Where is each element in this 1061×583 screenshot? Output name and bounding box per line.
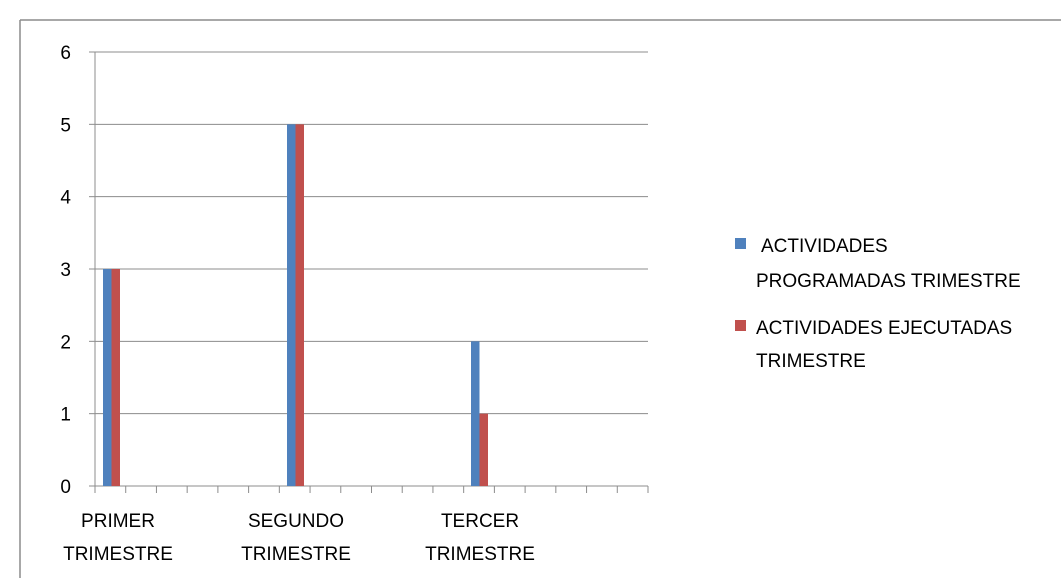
y-tick-label: 1 xyxy=(60,405,71,426)
x-category-label: PRIMER xyxy=(81,511,155,532)
y-tick-label: 0 xyxy=(60,477,71,498)
axis-labels: 0 1 2 3 4 5 6 PRIMER TRIMESTRE SEGUNDO TRIMESTRE TE… xyxy=(60,43,534,565)
x-category-label: TRIMESTRE xyxy=(425,544,535,565)
y-tick-label: 2 xyxy=(60,332,71,353)
axes xyxy=(89,51,649,493)
bars xyxy=(103,124,488,486)
y-tick-label: 5 xyxy=(60,115,71,136)
bar-series-1-3 xyxy=(471,341,480,486)
y-tick-label: 4 xyxy=(60,188,71,209)
bar-series-2-1 xyxy=(111,269,120,486)
legend-swatch-1 xyxy=(735,238,746,249)
legend-label-1: ACTIVIDADES xyxy=(761,236,888,257)
x-category-label: SEGUNDO xyxy=(248,511,344,532)
y-tick-label: 3 xyxy=(60,260,71,281)
bar-series-1-2 xyxy=(287,124,296,486)
y-tick-label: 6 xyxy=(60,43,71,64)
bar-series-2-3 xyxy=(479,413,488,486)
x-category-label: TRIMESTRE xyxy=(63,544,173,565)
legend-label-1: PROGRAMADAS TRIMESTRE xyxy=(756,271,1021,292)
legend-swatch-2 xyxy=(735,320,746,331)
legend-label-2: TRIMESTRE xyxy=(756,351,866,372)
gridlines xyxy=(95,51,648,415)
bar-series-1-1 xyxy=(103,269,112,486)
legend: ACTIVIDADES PROGRAMADAS TRIMESTRE ACTIVIDA… xyxy=(735,236,1021,372)
x-category-label: TRIMESTRE xyxy=(241,544,351,565)
legend-label-2: ACTIVIDADES EJECUTADAS xyxy=(756,318,1012,339)
x-category-label: TERCER xyxy=(441,511,519,532)
bar-series-2-2 xyxy=(295,124,304,486)
